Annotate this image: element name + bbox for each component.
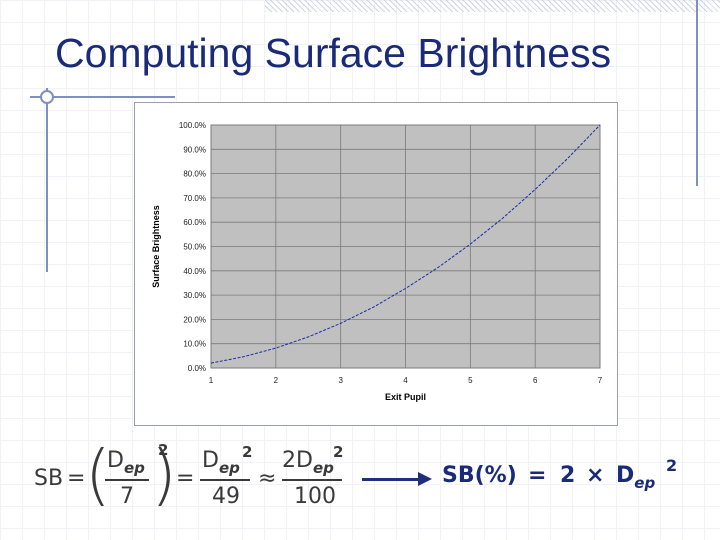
x-tick-label: 2 (274, 376, 279, 385)
arrow-shaft (362, 478, 422, 481)
fraction3-numerator: 2Dep (282, 448, 334, 477)
result-variable: Dep (616, 463, 656, 492)
result-lhs: SB(%) (442, 463, 517, 488)
formula-derivation: SB = ( Dep 7 ) 2 = Dep 2 49 ≈ 2Dep 2 100 (34, 438, 364, 518)
chart-frame: 0.0% 10.0% 20.0% 30.0% 40.0% 50.0% 60.0% 70.0% 8… (134, 102, 618, 426)
slide-title: Computing Surface Brightness (55, 30, 612, 76)
fraction3-denominator: 100 (294, 484, 336, 509)
formula-approx: ≈ (258, 466, 277, 491)
y-tick-label: 20.0% (183, 315, 206, 324)
gridlines (210, 124, 601, 369)
surface-brightness-chart: 0.0% 10.0% 20.0% 30.0% 40.0% 50.0% 60.0% 70.0% 8… (151, 121, 603, 402)
exponent: 2 (158, 441, 169, 459)
formula-result: SB(%) = 2 × Dep 2 (440, 438, 700, 518)
fraction-bar (282, 479, 342, 481)
y-tick-label: 30.0% (183, 291, 206, 300)
x-tick-label: 6 (533, 376, 538, 385)
decorative-line (46, 88, 48, 272)
y-tick-label: 50.0% (183, 243, 206, 252)
y-tick-label: 100.0% (179, 121, 206, 130)
exponent: 2 (242, 443, 253, 461)
fraction1-denominator: 7 (120, 484, 134, 509)
y-tick-label: 10.0% (183, 340, 206, 349)
y-tick-label: 40.0% (183, 267, 206, 276)
x-tick-label: 5 (468, 376, 473, 385)
y-axis-label: Surface Brightness (151, 205, 161, 288)
y-tick-label: 70.0% (183, 194, 206, 203)
formula-equals: = (67, 466, 86, 491)
exponent: 2 (333, 443, 344, 461)
fraction2-denominator: 49 (212, 484, 240, 509)
series-line (210, 124, 601, 364)
corner-decoration (265, 0, 720, 12)
x-tick-label: 4 (403, 376, 408, 385)
x-tick-label: 3 (338, 376, 343, 385)
formula-lhs: SB (34, 466, 64, 491)
x-tick-label: 7 (598, 376, 603, 385)
y-tick-label: 60.0% (183, 218, 206, 227)
fraction1-numerator: Dep (107, 448, 145, 477)
x-tick-label: 1 (209, 376, 214, 385)
fraction-bar (105, 479, 149, 481)
result-coefficient: 2 (560, 463, 576, 488)
decorative-line (30, 96, 175, 98)
formula-equals: = (176, 466, 195, 491)
x-tick-labels: 1 2 3 4 5 6 7 (209, 376, 603, 385)
y-tick-labels: 0.0% 10.0% 20.0% 30.0% 40.0% 50.0% 60.0% 70.0% 8… (179, 121, 206, 373)
y-tick-label: 90.0% (183, 145, 206, 154)
result-equals: = (528, 463, 547, 488)
decorative-circle (40, 90, 54, 104)
left-paren: ( (85, 436, 111, 513)
arrow-icon (418, 472, 432, 486)
fraction-bar (200, 479, 250, 481)
y-tick-label: 80.0% (183, 170, 206, 179)
x-axis-label: Exit Pupil (385, 392, 426, 402)
y-tick-label: 0.0% (188, 364, 206, 373)
result-exponent: 2 (666, 456, 678, 475)
right-paren: ) (151, 436, 177, 513)
result-times: × (586, 463, 605, 488)
decorative-line (696, 0, 698, 186)
fraction2-numerator: Dep (202, 448, 240, 477)
